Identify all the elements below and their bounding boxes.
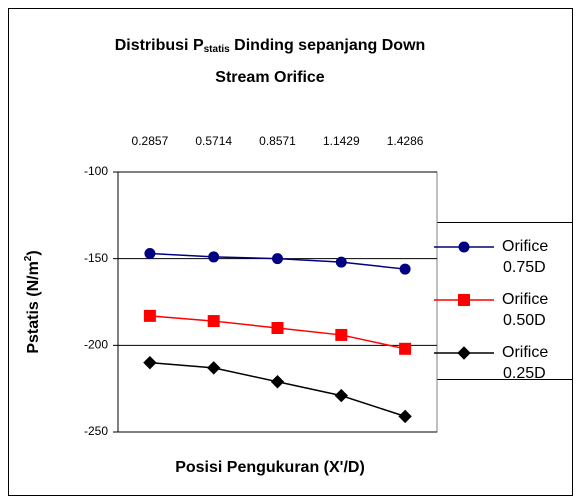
y-axis-label: Pstatis (N/m2) bbox=[23, 250, 43, 353]
point bbox=[272, 253, 283, 265]
y-tick-label: -150 bbox=[84, 251, 108, 265]
legend-label: Orifice 0.50D bbox=[502, 291, 553, 329]
x-tick-label: 0.2857 bbox=[132, 134, 169, 148]
legend-label: Orifice 0.75D bbox=[502, 238, 553, 276]
legend-marker bbox=[458, 294, 470, 306]
plot-area bbox=[117, 171, 438, 433]
legend-label: Orifice 0.25D bbox=[502, 344, 553, 382]
legend-marker bbox=[457, 346, 471, 360]
point bbox=[143, 355, 157, 370]
point bbox=[207, 315, 220, 328]
x-tick-label: 0.8571 bbox=[259, 134, 296, 148]
point bbox=[398, 409, 412, 424]
point bbox=[143, 309, 156, 322]
point bbox=[335, 256, 347, 268]
x-axis-label: Posisi Pengukuran (X'/D) bbox=[175, 459, 365, 476]
chart-title: Distribusi Pstatis Dinding sepanjang Dow… bbox=[115, 37, 426, 54]
point bbox=[271, 322, 284, 334]
y-tick-label: -250 bbox=[84, 424, 108, 438]
chart-title: Stream Orifice bbox=[215, 69, 324, 86]
point bbox=[270, 375, 285, 389]
y-tick-label: -100 bbox=[84, 164, 108, 178]
y-tick-label: -200 bbox=[84, 338, 108, 352]
point bbox=[206, 361, 221, 375]
legend-marker bbox=[458, 241, 470, 253]
point bbox=[208, 251, 220, 263]
x-tick-label: 0.5714 bbox=[195, 134, 232, 148]
point bbox=[399, 342, 412, 355]
point bbox=[335, 328, 348, 341]
point bbox=[144, 247, 156, 259]
point bbox=[399, 263, 411, 275]
x-tick-label: 1.1429 bbox=[323, 134, 360, 148]
point bbox=[334, 388, 349, 403]
x-tick-label: 1.4286 bbox=[387, 134, 424, 148]
